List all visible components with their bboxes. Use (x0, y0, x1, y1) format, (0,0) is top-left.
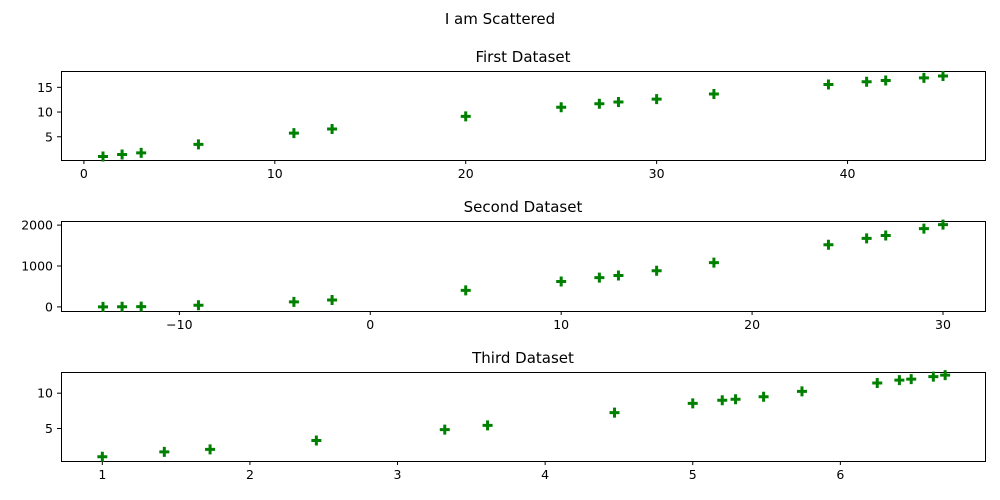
data-point (327, 124, 338, 135)
data-point (613, 270, 624, 281)
data-point (730, 394, 741, 405)
data-point (136, 147, 147, 158)
data-point (940, 370, 951, 381)
y-tick-label: 10 (37, 105, 53, 120)
data-point (613, 96, 624, 107)
data-point (327, 295, 338, 306)
data-point (796, 386, 807, 397)
x-tick-label: −10 (166, 317, 192, 332)
x-tick-label: 4 (541, 467, 549, 482)
data-point (97, 451, 108, 462)
subplot-1: First Dataset 0 10 20 30 40 5 10 15 (37, 48, 986, 181)
figure-title: I am Scattered (445, 10, 555, 28)
data-point (193, 139, 204, 150)
x-tick-label: 3 (394, 467, 402, 482)
data-point (556, 276, 567, 287)
data-point (594, 98, 605, 109)
data-point (928, 371, 939, 382)
y-tick-label: 2000 (21, 218, 53, 233)
x-tick-label: 0 (366, 317, 374, 332)
data-point (938, 219, 948, 230)
data-point (880, 230, 891, 241)
data-point (439, 424, 450, 435)
data-point (594, 272, 605, 283)
data-point (117, 149, 128, 160)
data-point (482, 420, 493, 431)
data-point (159, 446, 170, 457)
data-point (288, 128, 299, 139)
axes-frame (61, 221, 986, 312)
data-point (556, 102, 567, 113)
x-tick-label: 1 (98, 467, 106, 482)
data-point (880, 75, 891, 86)
data-point (460, 285, 471, 296)
y-tick-label: 10 (37, 386, 53, 401)
x-tick-label: 30 (649, 166, 665, 181)
axes-frame (61, 71, 986, 161)
data-point (861, 76, 872, 87)
subplot-3: Third Dataset 1 2 3 4 5 6 5 10 (37, 349, 986, 482)
data-point (311, 435, 322, 446)
x-tick-label: 40 (840, 166, 856, 181)
data-point (938, 70, 948, 81)
y-tick-label: 1000 (21, 259, 53, 274)
data-point (861, 233, 872, 244)
data-point (136, 301, 147, 312)
x-tick-label: 6 (836, 467, 844, 482)
x-tick-label: 2 (246, 467, 254, 482)
data-point (651, 265, 662, 276)
subplot-title: Second Dataset (464, 198, 583, 216)
x-tick-label: 5 (689, 467, 697, 482)
y-tick-label: 15 (37, 80, 53, 95)
x-tick-label: 0 (80, 166, 88, 181)
data-point (117, 301, 128, 312)
data-point (758, 391, 769, 402)
subplot-title: Third Dataset (471, 349, 574, 367)
data-point (460, 111, 471, 122)
data-point (98, 301, 108, 312)
y-tick-label: 5 (45, 421, 53, 436)
subplot-title: First Dataset (475, 48, 570, 66)
data-point (708, 88, 719, 99)
data-point (609, 407, 620, 418)
data-point (288, 296, 299, 307)
x-tick-label: 20 (458, 166, 474, 181)
data-point (872, 377, 883, 388)
data-point (918, 72, 929, 83)
data-point (687, 398, 698, 409)
y-tick-label: 0 (45, 299, 53, 314)
data-point (823, 239, 834, 250)
data-point (906, 374, 917, 385)
x-tick-label: 30 (935, 317, 951, 332)
data-point (98, 151, 108, 162)
data-point (894, 375, 905, 386)
x-tick-label: 10 (267, 166, 283, 181)
data-point (205, 444, 216, 455)
x-tick-label: 20 (744, 317, 760, 332)
data-point (823, 79, 834, 90)
data-point (918, 223, 929, 234)
data-point (193, 300, 204, 311)
axes-frame (61, 372, 986, 462)
data-point (708, 257, 719, 268)
data-point (651, 94, 662, 105)
y-tick-label: 5 (45, 129, 53, 144)
x-tick-label: 10 (553, 317, 569, 332)
data-point (717, 395, 728, 406)
subplot-2: Second Dataset −10 0 10 20 30 0 1000 2000 (21, 198, 986, 332)
